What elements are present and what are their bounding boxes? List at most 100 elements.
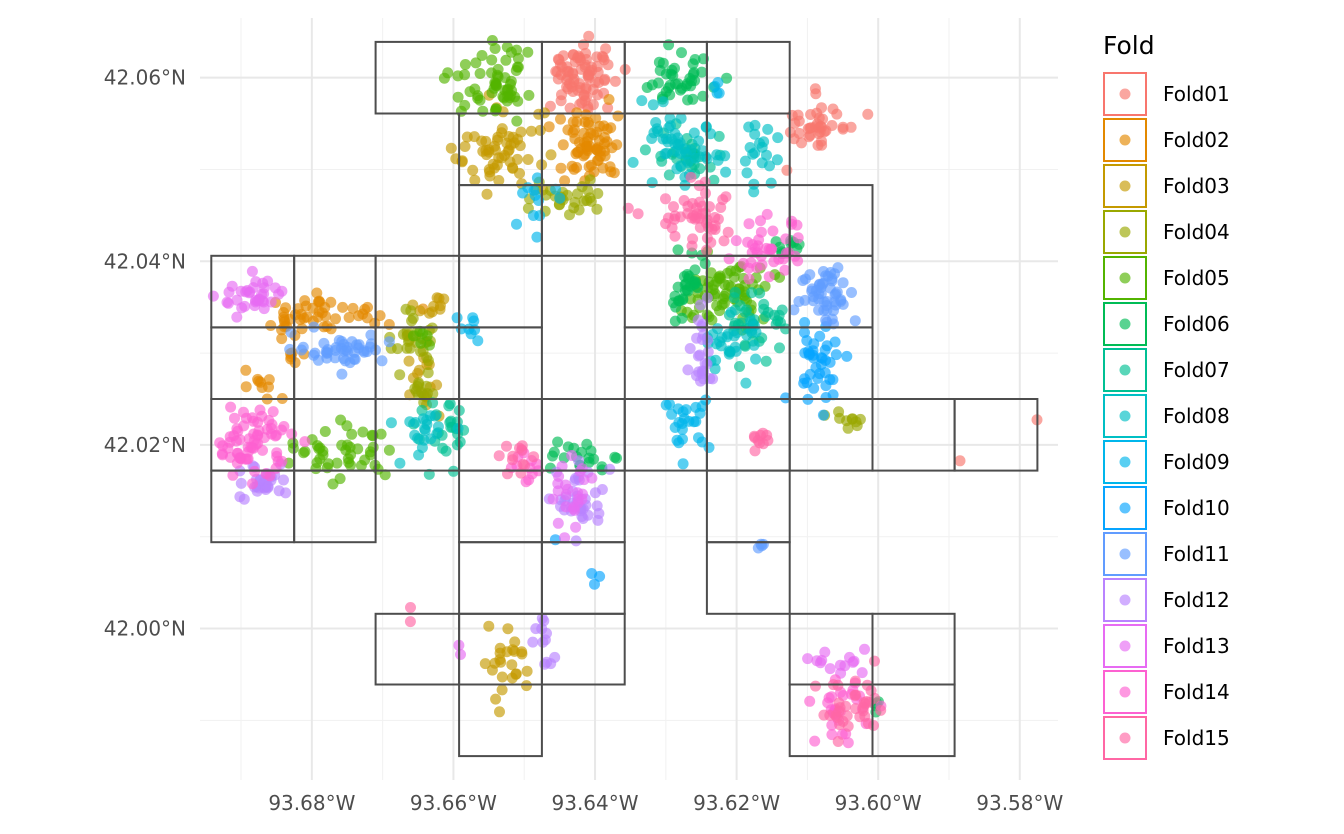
point-fold15 — [682, 200, 694, 212]
point-fold11 — [330, 344, 341, 356]
point-fold08 — [739, 155, 751, 167]
point-fold12 — [592, 514, 604, 526]
legend-label: Fold09 — [1163, 450, 1230, 474]
point-fold01 — [781, 164, 793, 176]
point-fold08 — [675, 112, 687, 124]
point-fold01 — [805, 109, 817, 120]
point-fold06 — [697, 90, 709, 102]
point-fold03 — [479, 658, 491, 670]
point-fold09 — [467, 312, 479, 324]
point-fold06 — [654, 65, 666, 76]
point-fold02 — [543, 121, 555, 133]
point-fold13 — [247, 282, 259, 294]
point-fold04 — [846, 413, 858, 425]
point-fold15 — [405, 602, 416, 613]
point-fold13 — [859, 643, 870, 655]
point-fold03 — [496, 127, 508, 139]
point-fold14 — [792, 232, 804, 244]
point-fold05 — [486, 67, 497, 79]
point-fold15 — [632, 208, 644, 220]
point-fold14 — [240, 412, 252, 424]
point-fold05 — [367, 430, 379, 442]
point-fold05 — [523, 89, 535, 101]
point-fold14 — [749, 243, 761, 254]
point-fold05 — [407, 330, 419, 342]
fold-cell — [458, 683, 543, 758]
point-fold13 — [231, 311, 243, 323]
point-fold03 — [414, 305, 426, 317]
point-fold08 — [385, 417, 397, 429]
point-fold06 — [653, 56, 665, 68]
point-fold05 — [489, 43, 501, 54]
point-fold02 — [559, 175, 571, 187]
point-fold07 — [639, 144, 651, 156]
point-fold01 — [572, 84, 584, 96]
point-fold05 — [341, 420, 353, 432]
point-fold10 — [808, 338, 820, 350]
point-fold13 — [811, 655, 823, 667]
point-fold01 — [609, 75, 621, 87]
point-fold09 — [511, 218, 522, 230]
legend-swatch — [1119, 272, 1131, 284]
point-fold08 — [725, 306, 737, 318]
point-fold07 — [729, 286, 741, 298]
point-fold15 — [722, 226, 734, 238]
point-fold12 — [577, 513, 589, 524]
point-fold15 — [869, 655, 880, 667]
point-fold05 — [359, 454, 371, 466]
point-fold07 — [754, 287, 766, 299]
point-fold15 — [718, 235, 730, 247]
legend-swatch — [1119, 502, 1131, 514]
point-fold14 — [743, 273, 755, 285]
point-fold03 — [501, 137, 513, 149]
point-fold07 — [746, 287, 758, 299]
point-fold06 — [552, 436, 564, 448]
point-fold05 — [474, 94, 486, 106]
legend-swatch — [1119, 226, 1131, 238]
point-fold08 — [394, 457, 406, 469]
point-fold15 — [717, 194, 729, 206]
point-fold08 — [771, 154, 783, 166]
point-fold14 — [267, 406, 279, 418]
point-fold11 — [817, 266, 829, 277]
x-tick-label: 93.68°W — [268, 791, 355, 815]
point-fold11 — [788, 304, 800, 316]
point-fold03 — [483, 620, 495, 632]
legend-key-fold14 — [1103, 670, 1147, 714]
point-fold04 — [573, 204, 585, 216]
point-fold02 — [612, 110, 624, 122]
point-fold03 — [481, 188, 493, 200]
point-fold08 — [720, 166, 732, 178]
point-fold05 — [322, 458, 334, 470]
point-fold08 — [750, 353, 762, 365]
point-fold14 — [804, 695, 816, 707]
point-fold13 — [455, 649, 466, 660]
point-fold13 — [824, 663, 836, 675]
point-fold10 — [799, 373, 810, 385]
point-fold07 — [443, 400, 455, 412]
point-fold05 — [511, 115, 523, 127]
point-fold01 — [599, 73, 611, 85]
point-fold02 — [240, 364, 252, 376]
point-fold15 — [850, 689, 862, 701]
point-fold04 — [581, 195, 593, 206]
point-fold12 — [539, 658, 551, 670]
point-fold10 — [780, 392, 792, 404]
point-fold12 — [596, 484, 608, 495]
x-tick-label: 93.62°W — [693, 791, 780, 815]
legend-label: Fold15 — [1163, 726, 1230, 750]
point-fold07 — [734, 300, 746, 311]
point-fold15 — [832, 736, 844, 747]
point-fold01 — [809, 83, 821, 95]
point-fold14 — [742, 236, 754, 248]
point-fold13 — [265, 296, 277, 308]
point-fold05 — [522, 46, 534, 58]
point-fold09 — [472, 335, 484, 347]
point-fold01 — [812, 139, 824, 151]
point-fold12 — [530, 623, 542, 635]
point-fold05 — [718, 290, 730, 302]
point-fold08 — [688, 127, 700, 139]
point-fold15 — [754, 437, 766, 449]
point-fold14 — [791, 219, 803, 231]
